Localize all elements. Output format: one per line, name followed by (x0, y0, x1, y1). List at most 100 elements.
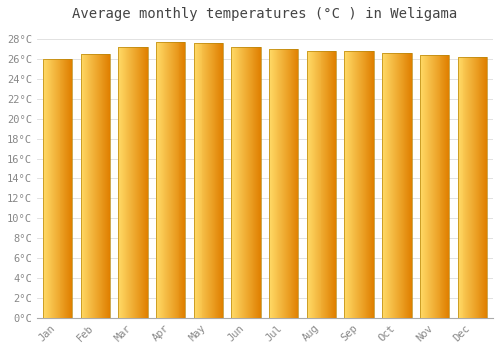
Bar (290, 49, 292, 318)
Bar (102, 54, 103, 318)
Bar (312, 51, 314, 318)
Bar (97, 54, 98, 318)
Bar (466, 57, 468, 318)
Bar (352, 51, 354, 318)
Bar (438, 55, 440, 318)
Bar (221, 43, 222, 318)
Bar (244, 47, 245, 318)
Bar (132, 47, 133, 318)
Bar (164, 42, 165, 318)
Bar (64, 59, 66, 318)
Bar (474, 57, 476, 318)
Bar (344, 51, 374, 318)
Bar (48, 59, 50, 318)
Bar (440, 55, 442, 318)
Bar (402, 53, 403, 318)
Bar (240, 47, 241, 318)
Bar (239, 47, 240, 318)
Bar (434, 55, 436, 318)
Bar (118, 47, 148, 318)
Bar (484, 57, 485, 318)
Bar (194, 43, 223, 318)
Bar (249, 47, 250, 318)
Bar (138, 47, 139, 318)
Bar (241, 47, 242, 318)
Bar (373, 51, 374, 318)
Bar (127, 47, 128, 318)
Bar (382, 53, 383, 318)
Bar (387, 53, 388, 318)
Bar (165, 42, 166, 318)
Bar (358, 51, 359, 318)
Bar (107, 54, 108, 318)
Bar (232, 47, 234, 318)
Bar (248, 47, 249, 318)
Bar (251, 47, 252, 318)
Bar (182, 42, 184, 318)
Bar (158, 42, 159, 318)
Bar (144, 47, 146, 318)
Bar (436, 55, 438, 318)
Bar (307, 51, 308, 318)
Bar (246, 47, 247, 318)
Bar (66, 59, 68, 318)
Bar (385, 53, 386, 318)
Bar (133, 47, 134, 318)
Bar (420, 55, 450, 318)
Bar (360, 51, 361, 318)
Bar (82, 54, 84, 318)
Bar (270, 49, 271, 318)
Bar (215, 43, 216, 318)
Bar (397, 53, 398, 318)
Bar (143, 47, 144, 318)
Bar (483, 57, 484, 318)
Bar (172, 42, 174, 318)
Bar (308, 51, 310, 318)
Bar (363, 51, 364, 318)
Bar (421, 55, 422, 318)
Bar (354, 51, 356, 318)
Bar (432, 55, 434, 318)
Bar (470, 57, 472, 318)
Bar (383, 53, 384, 318)
Bar (125, 47, 126, 318)
Bar (222, 43, 223, 318)
Bar (464, 57, 466, 318)
Bar (123, 47, 124, 318)
Bar (420, 55, 421, 318)
Bar (395, 53, 396, 318)
Bar (330, 51, 332, 318)
Bar (170, 42, 172, 318)
Bar (357, 51, 358, 318)
Bar (275, 49, 276, 318)
Bar (135, 47, 136, 318)
Bar (198, 43, 200, 318)
Bar (142, 47, 143, 318)
Bar (269, 49, 270, 318)
Bar (80, 54, 110, 318)
Bar (410, 53, 412, 318)
Bar (426, 55, 427, 318)
Bar (60, 59, 62, 318)
Bar (288, 49, 290, 318)
Bar (208, 43, 210, 318)
Bar (393, 53, 394, 318)
Bar (253, 47, 254, 318)
Bar (103, 54, 104, 318)
Bar (422, 55, 423, 318)
Bar (296, 49, 298, 318)
Bar (259, 47, 260, 318)
Bar (428, 55, 430, 318)
Bar (408, 53, 410, 318)
Bar (476, 57, 477, 318)
Bar (163, 42, 164, 318)
Bar (250, 47, 251, 318)
Bar (391, 53, 392, 318)
Bar (326, 51, 328, 318)
Bar (126, 47, 127, 318)
Bar (400, 53, 401, 318)
Bar (204, 43, 206, 318)
Bar (284, 49, 285, 318)
Bar (316, 51, 318, 318)
Bar (160, 42, 161, 318)
